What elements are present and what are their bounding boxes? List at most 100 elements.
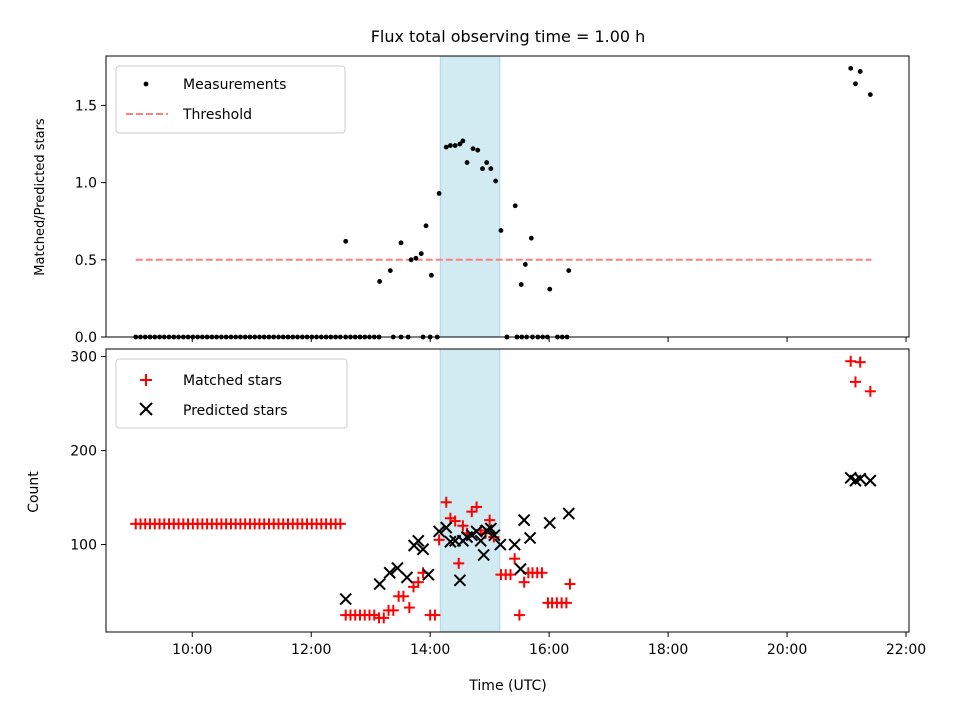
predicted-stars-point: [422, 568, 435, 581]
measurement-point: [547, 286, 553, 292]
legend-predicted-marker: [139, 402, 153, 416]
predicted-stars-point: [523, 531, 537, 545]
predicted-stars-point: [440, 521, 453, 534]
measurement-point: [488, 166, 494, 172]
measurement-point: [857, 69, 863, 74]
predicted-stars-point: [453, 574, 467, 587]
bottom-legend: Matched stars Predicted stars: [115, 358, 348, 429]
measurement-point: [522, 262, 528, 267]
measurement-point: [447, 143, 453, 148]
matched-stars-point: [433, 534, 445, 546]
measurement-point: [528, 235, 534, 241]
y-tick-label: 300: [70, 350, 97, 366]
measurement-point: [566, 268, 572, 274]
predicted-stars-point: [373, 577, 386, 591]
x-tick-label: 18:00: [648, 642, 688, 658]
predicted-stars-point: [854, 472, 867, 485]
x-tick-label: 22:00: [886, 642, 926, 658]
x-tick-label: 10:00: [172, 642, 212, 658]
predicted-stars-point: [339, 592, 352, 606]
matched-stars-point: [378, 612, 390, 624]
matched-stars-point: [449, 515, 461, 527]
x-axis-label: Time (UTC): [468, 678, 546, 694]
legend-measurements-label: Measurements: [183, 77, 286, 93]
matched-stars-point: [845, 355, 857, 367]
x-tick-label: 16:00: [529, 642, 569, 658]
measurement-point: [460, 138, 466, 144]
x-tick-label: 12:00: [291, 642, 331, 658]
matched-stars-point: [457, 520, 469, 532]
legend-matched-label: Matched stars: [183, 373, 282, 389]
matched-stars-point: [429, 609, 441, 621]
measurement-point: [518, 282, 524, 287]
matched-stars-point: [453, 557, 465, 569]
matched-stars-point: [484, 514, 496, 526]
measurement-point: [428, 272, 434, 278]
measurement-point: [853, 81, 858, 87]
measurement-point: [443, 144, 449, 150]
matched-stars-point: [471, 501, 483, 513]
predicted-stars-point: [444, 535, 457, 548]
top-shade-region: [439, 55, 501, 338]
bottom-axes-frame: [105, 348, 910, 633]
matched-stars-point: [466, 506, 478, 518]
matched-stars-point: [560, 597, 572, 609]
predicted-stars-point: [477, 548, 490, 562]
measurement-point: [484, 160, 490, 165]
y-tick-label: 1.0: [75, 176, 97, 192]
count-series: [130, 355, 877, 624]
matched-stars-point: [387, 604, 399, 616]
measurement-point: [418, 251, 424, 257]
predicted-stars-point: [543, 516, 556, 530]
predicted-stars-point: [494, 538, 507, 551]
predicted-stars-point: [864, 474, 877, 487]
y-tick-label: 1.5: [75, 98, 97, 114]
measurement-point: [398, 240, 404, 246]
predicted-stars-point: [412, 534, 425, 548]
predicted-stars-point: [416, 543, 430, 556]
x-tick-label: 14:00: [410, 642, 450, 658]
predicted-stars-point: [432, 525, 446, 538]
matched-stars-point: [509, 553, 521, 565]
measurement-point: [493, 178, 499, 184]
matched-stars-point: [854, 356, 866, 368]
top-axes-frame: [105, 55, 910, 338]
matched-stars-point: [408, 581, 420, 593]
legend-matched-marker: [140, 374, 152, 386]
matched-stars-point: [536, 567, 548, 579]
matched-stars-point: [334, 518, 346, 530]
matched-stars-point: [412, 576, 424, 588]
predicted-stars-point: [474, 534, 487, 548]
predicted-stars-point: [488, 528, 501, 542]
measurement-point: [464, 160, 470, 165]
measurement-point: [498, 228, 504, 233]
predicted-stars-point: [517, 513, 531, 527]
legend-threshold-label: Threshold: [182, 107, 252, 123]
predicted-stars-point: [562, 507, 575, 520]
y-tick-label: 200: [70, 444, 97, 460]
bottom-axes: 10:00 12:00 14:00 16:00 18:00 20:00 22:00 100 20…: [26, 348, 926, 694]
predicted-stars-point: [514, 562, 527, 576]
legend-measurements-marker: [143, 81, 149, 87]
matched-stars-point: [849, 376, 861, 388]
measurement-point: [457, 141, 463, 147]
measurement-point: [387, 268, 393, 274]
measurement-point: [423, 223, 429, 229]
measurement-point: [452, 143, 458, 148]
measurement-point: [848, 65, 854, 71]
y-tick-label: 100: [70, 538, 97, 554]
bottom-shade-region: [439, 348, 501, 633]
measurement-point: [436, 191, 442, 196]
y-tick-label: 0.0: [75, 330, 97, 346]
y-tick-label: 0.5: [75, 253, 97, 269]
matched-stars-point: [440, 496, 452, 508]
top-legend: Measurements Threshold: [115, 65, 346, 134]
predicted-stars-point: [508, 538, 521, 551]
matched-stars-point: [397, 590, 409, 602]
top-axes: 0.0 0.5 1.0 1.5 Matched/Predicted stars Mea…: [33, 55, 910, 346]
matched-stars-point: [504, 569, 516, 581]
matched-stars-point: [564, 578, 576, 590]
measurement-point: [377, 279, 383, 284]
predicted-stars-point: [400, 571, 414, 584]
